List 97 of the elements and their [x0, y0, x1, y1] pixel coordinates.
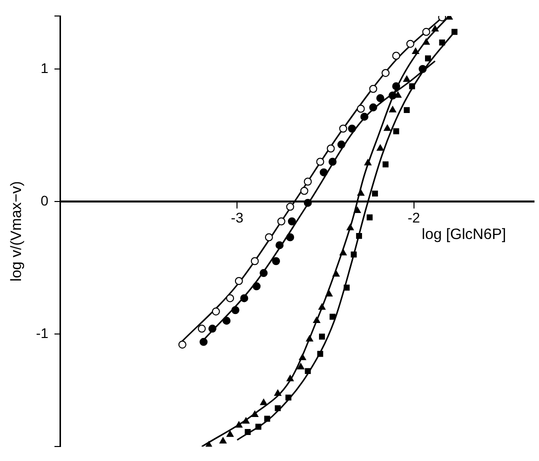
point: [286, 202, 294, 211]
point: [274, 405, 281, 412]
point: [418, 64, 427, 73]
point: [242, 417, 250, 424]
x-axis-title: log [GlcN6P]: [422, 226, 506, 244]
point: [344, 284, 350, 291]
point: [276, 241, 284, 250]
point: [304, 178, 312, 186]
point: [274, 390, 282, 396]
point: [198, 324, 206, 333]
point: [288, 217, 296, 226]
point: [452, 28, 458, 35]
point: [260, 398, 268, 406]
point: [251, 410, 258, 418]
point: [298, 354, 306, 360]
x-tick-label: -3: [230, 210, 244, 226]
point: [226, 294, 234, 302]
point: [235, 421, 242, 428]
point: [313, 316, 320, 323]
point: [403, 76, 410, 82]
point: [326, 144, 335, 152]
point: [240, 294, 248, 302]
point: [330, 314, 336, 320]
point: [264, 233, 273, 242]
point: [350, 252, 357, 258]
point: [200, 338, 208, 346]
point: [432, 25, 439, 32]
point: [382, 161, 389, 168]
point: [354, 206, 361, 214]
point: [178, 340, 186, 349]
point: [376, 94, 384, 102]
x-tick-label: -2: [408, 210, 420, 226]
y-tick-label: 1: [40, 60, 49, 76]
point: [316, 158, 324, 166]
point: [382, 68, 390, 77]
point: [392, 82, 400, 90]
point: [306, 335, 314, 342]
point: [340, 249, 347, 256]
point: [346, 224, 354, 230]
point: [326, 290, 333, 296]
point: [372, 190, 378, 197]
point: [348, 124, 356, 133]
y-axis-title: log v/(Vmax−v): [8, 181, 26, 282]
point: [412, 48, 420, 54]
point: [357, 190, 364, 196]
point: [392, 52, 400, 60]
y-tick-label: 0: [40, 192, 49, 208]
point: [337, 140, 346, 149]
point: [422, 38, 430, 45]
point: [222, 316, 231, 325]
point: [264, 416, 270, 422]
point: [389, 106, 396, 112]
point: [425, 55, 431, 62]
point: [286, 233, 294, 242]
point: [219, 437, 227, 444]
point: [422, 28, 430, 36]
point: [260, 269, 268, 278]
point: [300, 186, 308, 195]
point: [328, 158, 337, 166]
point: [277, 217, 286, 226]
point: [439, 40, 446, 46]
point: [369, 84, 378, 93]
point: [272, 257, 280, 266]
point: [393, 128, 400, 134]
point: [250, 257, 259, 266]
point: [317, 350, 324, 357]
point: [364, 159, 372, 166]
point: [304, 368, 311, 374]
point: [404, 107, 410, 114]
y-tick-label: -1: [36, 324, 49, 341]
point: [252, 282, 261, 290]
point: [409, 83, 416, 90]
point: [369, 103, 378, 112]
point: [356, 232, 362, 239]
point: [384, 124, 391, 131]
point: [376, 144, 384, 151]
point: [318, 303, 326, 310]
point: [234, 276, 243, 285]
point: [285, 394, 292, 401]
point: [286, 375, 294, 382]
point: [339, 124, 348, 133]
point: [212, 307, 220, 316]
point: [332, 270, 340, 277]
point: [208, 324, 216, 333]
point: [231, 306, 240, 314]
point: [388, 91, 397, 100]
point: [360, 112, 368, 121]
point: [297, 363, 304, 370]
point: [366, 214, 373, 220]
point: [244, 429, 251, 435]
point: [304, 198, 312, 207]
point: [320, 168, 328, 176]
point: [318, 334, 325, 340]
point: [226, 430, 234, 437]
point: [356, 104, 365, 113]
point: [406, 40, 414, 48]
point: [255, 424, 262, 430]
